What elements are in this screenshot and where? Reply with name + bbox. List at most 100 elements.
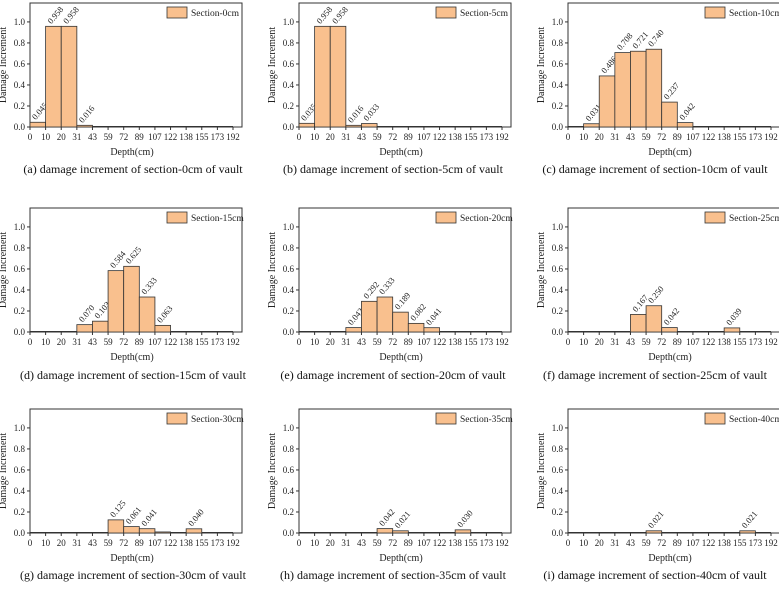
x-tick-label: 72	[657, 337, 666, 347]
y-tick-label: 0.6	[14, 264, 26, 274]
x-tick-label: 138	[448, 337, 462, 347]
legend-swatch	[435, 6, 457, 19]
x-tick-label: 59	[642, 132, 652, 142]
x-tick-label: 10	[579, 337, 589, 347]
y-tick-label: 0.4	[283, 486, 295, 496]
y-tick-label: 0.6	[283, 465, 295, 475]
bar	[361, 300, 378, 333]
bar	[154, 531, 171, 534]
bar	[345, 327, 362, 333]
chart-panel-h: 0.0 0.2 0.4 0.6 0.8 1.0 0 10 20 31 43 59 72 89 107 122 1…	[260, 405, 520, 605]
bar-value-label: 0.040	[186, 507, 206, 528]
bar-value-label: 0.958	[314, 5, 334, 26]
bar	[138, 528, 156, 534]
x-tick-label: 122	[702, 538, 716, 548]
chart-svg: 0.00.20.40.60.81.00 10 20 31 43 59 72 89 107 122 1…	[267, 408, 513, 564]
x-tick-label: 122	[164, 538, 178, 548]
bar	[645, 48, 663, 128]
y-tick-label: 1.0	[14, 222, 26, 232]
y-tick-label: 0.6	[14, 465, 26, 475]
x-tick-label: 89	[673, 538, 683, 548]
y-tick-label: 0.8	[14, 444, 26, 454]
y-tick-label: 0.0	[283, 327, 295, 337]
bar	[29, 121, 47, 128]
x-tick-label: 138	[717, 132, 731, 142]
legend-label: Section-40cm	[729, 415, 779, 425]
bar	[407, 322, 425, 333]
x-tick-label: 89	[404, 538, 414, 548]
chart-panel-g: 0.0 0.2 0.4 0.6 0.8 1.0 0 10 20 31 43 59 72 89 107 122 1…	[0, 405, 260, 605]
x-tick-label: 43	[88, 132, 98, 142]
bar	[154, 324, 171, 333]
y-tick-label: 0.6	[552, 59, 564, 69]
chart-svg: 0.00.20.40.60.81.00 10 20 31 43 59 72 89 107 122 1…	[536, 2, 779, 158]
x-tick-label: 31	[341, 132, 350, 142]
chart-svg: 0.00.20.40.60.81.00 10 20 31 43 59 72 89 107 122 1…	[267, 2, 512, 158]
bar	[423, 327, 440, 333]
legend-label: Section-10cm	[729, 9, 779, 19]
x-axis-label: Depth(cm)	[110, 352, 153, 363]
bar	[45, 25, 62, 128]
legend-label: Section-20cm	[460, 214, 513, 224]
x-tick-label: 122	[433, 337, 447, 347]
x-tick-label: 107	[686, 538, 700, 548]
x-tick-label: 0	[28, 337, 33, 347]
bar-value-label: 0.250	[646, 284, 666, 305]
x-tick-label: 31	[72, 337, 81, 347]
x-tick-label: 155	[195, 132, 209, 142]
y-tick-label: 0.2	[14, 507, 25, 517]
x-tick-label: 31	[610, 538, 619, 548]
x-tick-label: 89	[135, 337, 145, 347]
y-tick-label: 1.0	[283, 222, 295, 232]
bar-value-label: 0.958	[61, 5, 81, 26]
y-tick-label: 0.4	[14, 80, 26, 90]
chart-panel-i: 0.0 0.2 0.4 0.6 0.8 1.0 0 10 20 31 43 59 72 89 107 122 1…	[520, 405, 779, 605]
bar	[454, 529, 472, 534]
x-tick-label: 20	[595, 337, 605, 347]
y-tick-label: 0.2	[14, 101, 25, 111]
x-tick-label: 173	[749, 538, 763, 548]
x-tick-label: 173	[480, 538, 494, 548]
bar-value-label: 0.021	[739, 509, 759, 530]
x-tick-label: 43	[88, 538, 98, 548]
chart-svg: 0.00.20.40.60.81.00 10 20 31 43 59 72 89 107 122 1…	[0, 207, 244, 363]
x-tick-label: 0	[28, 538, 33, 548]
x-tick-label: 192	[764, 337, 778, 347]
x-tick-label: 72	[657, 132, 666, 142]
x-tick-label: 59	[104, 132, 114, 142]
legend-swatch	[166, 6, 188, 19]
figure-caption: (i) damage increment of section-40cm of …	[543, 568, 767, 582]
x-tick-label: 10	[579, 538, 589, 548]
chart-svg: 0.00.20.40.60.81.00 10 20 31 43 59 72 89 107 122 1…	[0, 2, 243, 158]
x-tick-label: 31	[610, 337, 619, 347]
y-tick-label: 0.6	[14, 59, 26, 69]
x-tick-label: 89	[673, 132, 683, 142]
chart-panel-f: 0.0 0.2 0.4 0.6 0.8 1.0 0 10 20 31 43 59 72 89 107 122 1…	[520, 205, 779, 405]
y-tick-label: 0.2	[14, 306, 25, 316]
bar	[661, 101, 678, 128]
x-tick-label: 31	[72, 132, 81, 142]
x-tick-label: 72	[119, 132, 128, 142]
y-axis-label: Damage Increment	[267, 433, 278, 510]
y-tick-label: 0.2	[283, 306, 294, 316]
bar-value-label: 0.033	[361, 102, 381, 123]
legend-label: Section-5cm	[460, 9, 509, 19]
x-axis-label: Depth(cm)	[648, 147, 691, 158]
y-tick-label: 0.4	[283, 80, 295, 90]
x-tick-label: 122	[702, 132, 716, 142]
bar-value-label: 0.125	[108, 498, 128, 519]
y-tick-label: 0.0	[14, 327, 26, 337]
y-tick-label: 0.8	[14, 243, 26, 253]
bar	[598, 75, 616, 128]
x-tick-label: 138	[179, 538, 193, 548]
x-tick-label: 107	[686, 132, 700, 142]
bar-value-label: 0.030	[455, 508, 475, 529]
y-tick-label: 0.4	[14, 486, 26, 496]
x-tick-label: 192	[226, 337, 240, 347]
figure-caption: (f) damage increment of section-25cm of …	[543, 368, 767, 382]
y-tick-label: 0.4	[14, 285, 26, 295]
figure-caption: (a) damage increment of section-0cm of v…	[23, 162, 243, 176]
bar-value-label: 0.042	[677, 101, 697, 122]
x-tick-label: 59	[642, 538, 652, 548]
legend-label: Section-15cm	[191, 214, 244, 224]
